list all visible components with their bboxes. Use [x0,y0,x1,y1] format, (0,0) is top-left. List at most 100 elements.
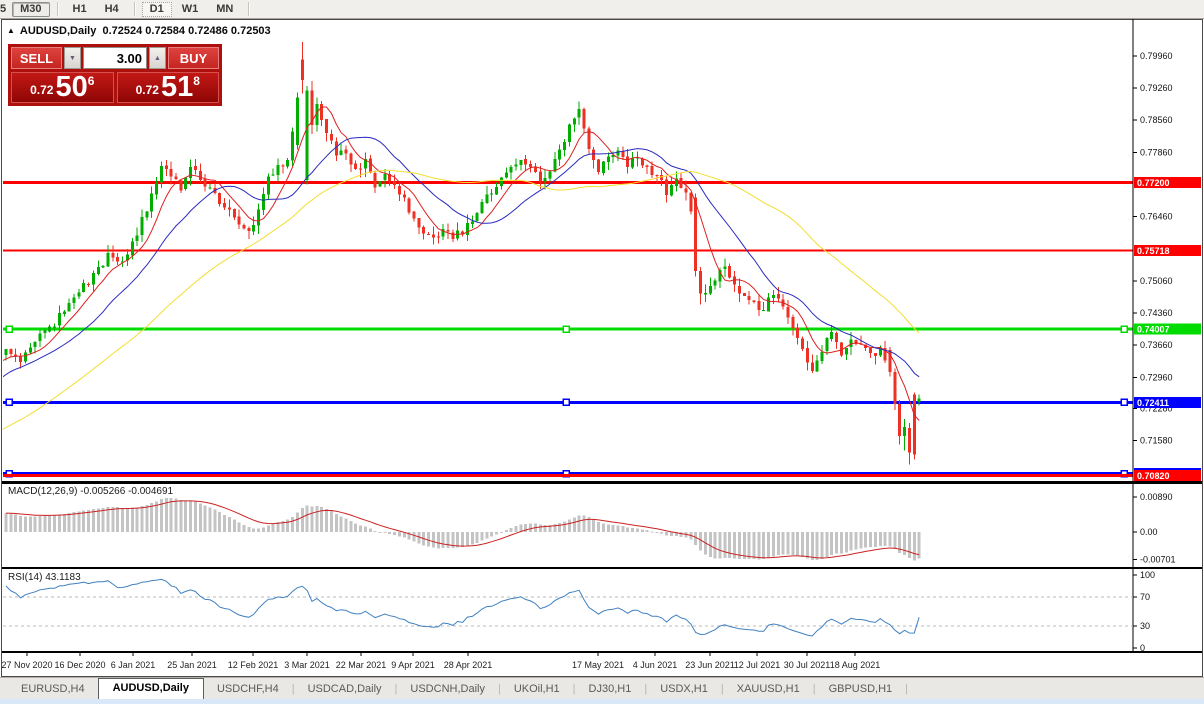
macd-bar [859,532,863,549]
line-handle[interactable] [1120,325,1128,333]
macd-bar [451,532,455,549]
macd-bar [213,509,217,532]
macd-bar [57,514,61,532]
candle-body [655,174,659,176]
macd-bar [247,527,251,532]
timeframe-button-5[interactable]: 5 [0,2,7,15]
candlestick-series [4,42,921,465]
timeframe-button-d1[interactable]: D1 [141,1,172,17]
horizontal-line-0.72411[interactable] [3,398,1133,407]
macd-bar [184,500,188,532]
macd-bar [349,521,353,532]
date-label: 22 Mar 2021 [336,660,387,670]
macd-bar [431,532,435,548]
macd-bar [23,516,27,532]
candle-body [359,168,363,170]
buy-price-display[interactable]: 0.72 51 8 [116,72,219,103]
buy-button[interactable]: BUY [168,47,219,69]
horizontal-lines-layer [3,181,1133,478]
axis-tick-label: 0.00890 [1140,492,1173,502]
volume-increase-button[interactable]: ▲ [149,47,166,69]
date-label: 16 Dec 2020 [54,660,105,670]
date-axis[interactable]: 27 Nov 2020 16 Dec 2020 6 Jan 2021 25 Jan 2… [1,653,880,670]
timeframe-button-mn[interactable]: MN [216,2,234,15]
axis-tick-label: 30 [1140,621,1150,631]
tab-gbpusd-h1[interactable]: GBPUSD,H1 [828,683,893,695]
candle-body [509,167,513,173]
macd-bar [159,499,163,532]
tab-usdcnh-daily[interactable]: USDCNH,Daily [410,683,485,695]
tab-usdchf-h4[interactable]: USDCHF,H4 [216,683,279,695]
chart-tabs-bar: EURUSD,H4 AUDUSD,Daily USDCHF,H4 | USDCAD,Da… [0,677,1204,699]
macd-bar [276,522,280,532]
macd-bar [723,532,727,559]
tab-usdcad-daily[interactable]: USDCAD,Daily [307,683,382,695]
macd-bar [611,525,615,532]
panel-separator[interactable] [2,481,1202,484]
macd-bar [67,513,71,532]
price-tag-0.77200: 0.77200 [1134,177,1201,189]
volume-input[interactable] [83,47,147,69]
candle-body [519,159,523,165]
macd-bar [504,529,508,532]
macd-bar [713,532,717,559]
macd-bar [291,516,295,532]
horizontal-line-0.74007[interactable] [3,325,1133,333]
tab-usdx-h1[interactable]: USDX,H1 [660,683,708,695]
tab-separator: | [572,683,576,695]
sell-button[interactable]: SELL [11,47,62,69]
macd-bar [616,525,620,532]
tab-dj30-h1[interactable]: DJ30,H1 [588,683,632,695]
tab-ukoil-h1[interactable]: UKOil,H1 [513,683,560,695]
volume-decrease-button[interactable]: ▼ [64,47,81,69]
candle-body [184,177,188,190]
line-handle[interactable] [5,325,13,333]
candle-body [611,155,615,157]
candle-body [155,183,159,195]
timeframe-button-h4[interactable]: H4 [104,2,119,15]
line-handle[interactable] [562,325,570,333]
timeframe-button-w1[interactable]: W1 [181,2,199,15]
macd-bar [252,528,256,532]
macd-bar [130,507,134,532]
panel-separator[interactable] [2,651,1202,653]
date-label: 6 Jan 2021 [111,660,156,670]
candle-body [227,207,231,210]
tab-audusd-daily[interactable]: AUDUSD,Daily [97,678,204,699]
candle-body [393,181,397,186]
candle-body [125,254,129,261]
tab-xauusd-h1[interactable]: XAUUSD,H1 [736,683,800,695]
sell-price-display[interactable]: 0.72 50 6 [11,72,114,103]
macd-bar [762,532,766,560]
price-axis[interactable]: 0.79960 0.79260 0.78560 0.77860 0.76460 0.750… [1133,51,1176,653]
tab-eurusd-h4[interactable]: EURUSD,H4 [21,683,85,695]
axis-tick-label: 0.73660 [1140,340,1173,350]
candle-body [14,354,18,357]
macd-bar [145,504,149,532]
date-label: 18 Aug 2021 [830,660,881,670]
candle-body [198,171,202,180]
candle-body [257,209,261,226]
macd-bar [524,523,528,532]
timeframe-button-h1[interactable]: H1 [72,2,87,15]
line-handle[interactable] [1120,398,1128,407]
candle-body [917,398,921,403]
macd-indicator-label: MACD(12,26,9) -0.005266 -0.004691 [8,486,174,497]
candle-body [621,151,625,158]
line-handle[interactable] [562,398,570,407]
macd-bar [563,521,567,532]
axis-tick-label: 100 [1140,570,1155,580]
axis-tick-label: 0.72960 [1140,372,1173,382]
macd-bar [903,532,907,556]
timeframe-button-m30[interactable]: M30 [12,1,50,17]
macd-bar [315,505,319,532]
macd-bar [849,532,853,551]
candle-body [9,349,13,355]
horizontal-line-0.70860[interactable] [3,469,1133,478]
panel-separator[interactable] [2,567,1202,569]
macd-bar [660,532,664,534]
panel-collapse-icon[interactable]: ▲ [7,26,15,35]
line-handle[interactable] [5,398,13,407]
